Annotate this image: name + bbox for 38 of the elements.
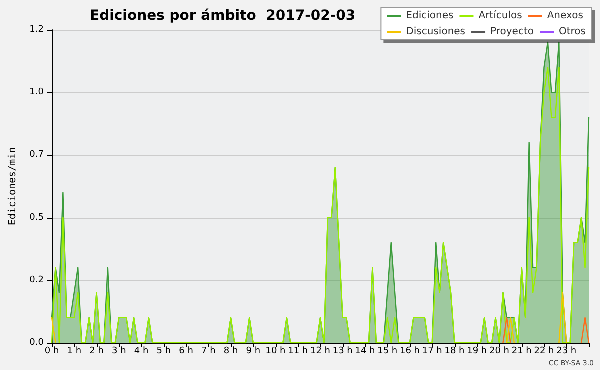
x-tick-label: 5 h bbox=[156, 346, 172, 356]
x-tick-label: 9 h bbox=[246, 346, 261, 356]
legend-label: Discusiones bbox=[406, 26, 466, 38]
x-tick-label: 18 h bbox=[444, 346, 465, 356]
x-tick-label: 22 h bbox=[534, 346, 554, 356]
x-tick-label: 13 h bbox=[332, 346, 353, 356]
x-tick-label: 23 h bbox=[556, 346, 577, 356]
legend-label: Ediciones bbox=[406, 10, 454, 22]
x-tick-label: 6 h bbox=[179, 346, 194, 356]
legend-label: Anexos bbox=[547, 10, 584, 22]
x-tick-label: 4 h bbox=[134, 346, 149, 356]
x-tick-label: 10 h bbox=[266, 346, 286, 356]
y-tick-label: 0.5 bbox=[30, 212, 44, 223]
chart-title: Ediciones por ámbito 2017-02-03 bbox=[90, 8, 356, 24]
y-tick-label: 0.7 bbox=[30, 150, 44, 160]
x-tick-label: 2 h bbox=[90, 346, 104, 356]
x-tick-label: 16 h bbox=[400, 346, 420, 356]
y-tick-label: 0.0 bbox=[30, 338, 44, 348]
legend-label: Artículos bbox=[478, 10, 522, 22]
x-tick-label: 8 h bbox=[224, 346, 238, 356]
legend-label: Proyecto bbox=[490, 26, 534, 38]
legend-label: Otros bbox=[558, 26, 586, 38]
x-tick-label: 20 h bbox=[489, 346, 510, 356]
x-tick-label: 17 h bbox=[422, 346, 442, 356]
y-tick-label: 1.2 bbox=[30, 25, 44, 35]
x-tick-label: 12 h bbox=[310, 346, 331, 356]
y-tick-label: 0.2 bbox=[30, 275, 44, 286]
x-tick-label: 0 h bbox=[44, 346, 60, 356]
x-tick-label: 3 h bbox=[112, 346, 126, 356]
x-tick-label: 14 h bbox=[355, 346, 376, 356]
x-tick-label: 19 h bbox=[467, 346, 488, 356]
x-tick-label: 15 h bbox=[378, 346, 398, 356]
x-tick-label: 7 h bbox=[201, 346, 216, 356]
y-axis-title: Ediciones/min bbox=[8, 147, 18, 226]
x-tick-label: 11 h bbox=[288, 346, 308, 356]
y-tick-label: 1.0 bbox=[30, 88, 44, 98]
x-tick-label: 1 h bbox=[67, 346, 82, 356]
x-tick-label: 21 h bbox=[512, 346, 532, 356]
